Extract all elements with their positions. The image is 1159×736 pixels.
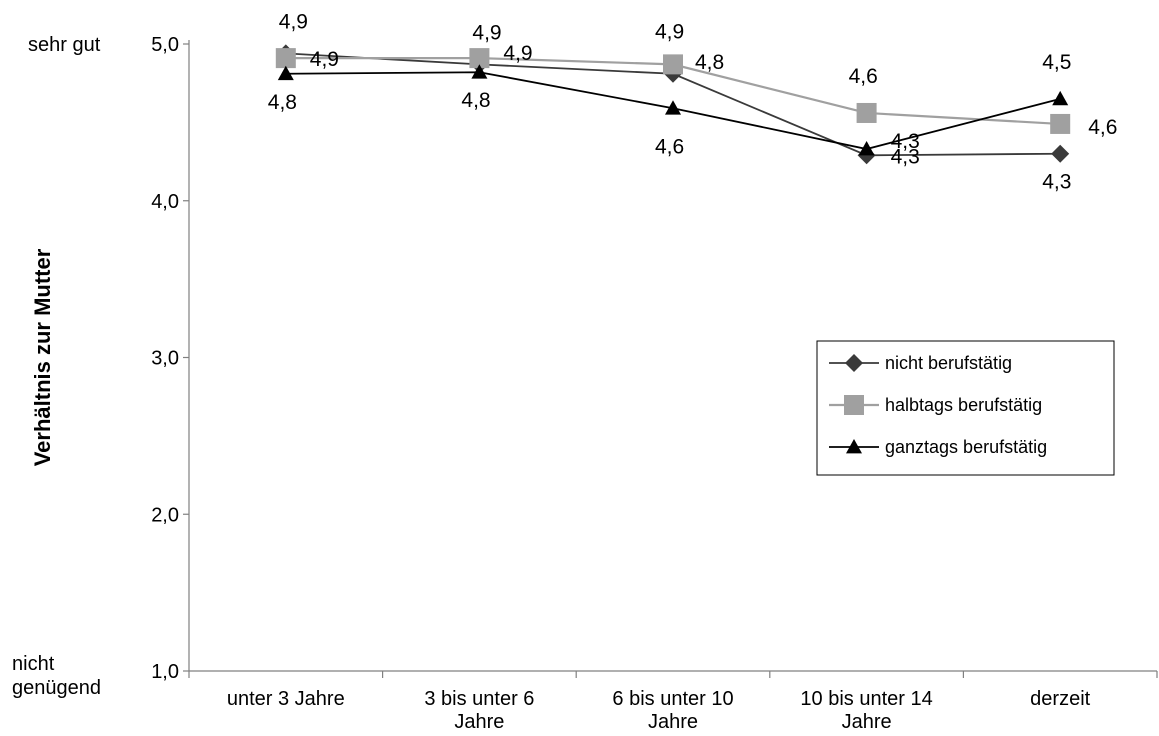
- data-label: 4,9: [310, 48, 339, 71]
- x-tick-label-line: derzeit: [1030, 688, 1090, 710]
- y-top-label: sehr gut: [28, 34, 101, 56]
- data-label: 4,3: [891, 130, 920, 153]
- x-tick-label-line: unter 3 Jahre: [227, 688, 345, 710]
- x-tick-label-line: Jahre: [454, 711, 504, 733]
- legend-marker: [844, 395, 864, 415]
- series-marker: [856, 102, 877, 123]
- x-tick-label: derzeit: [1030, 688, 1090, 710]
- y-tick-label: 1,0: [151, 661, 179, 683]
- legend-label: halbtags berufstätig: [885, 395, 1042, 415]
- series-marker: [665, 100, 681, 115]
- x-tick-label: 3 bis unter 6 Jahre: [424, 688, 534, 733]
- series-marker: [1051, 144, 1070, 163]
- data-label: 4,9: [503, 42, 532, 65]
- series-marker: [277, 65, 294, 81]
- x-tick-label-line: Jahre: [648, 711, 698, 733]
- legend: nicht berufstätig halbtags berufstätig gan…: [816, 340, 1115, 476]
- y-bottom-label-line: genügend: [12, 677, 101, 699]
- data-label: 4,6: [655, 135, 684, 158]
- x-tick-label-line: 3 bis unter 6: [424, 688, 534, 710]
- data-label: 4,8: [461, 89, 490, 112]
- y-bottom-label-line: nicht: [12, 653, 55, 675]
- data-label: 4,6: [849, 65, 878, 88]
- x-tick-label: 6 bis unter 10 Jahre: [612, 688, 733, 733]
- y-tick-label: 4,0: [151, 191, 179, 213]
- y-bottom-label: nicht genügend: [12, 653, 101, 699]
- x-tick-label-line: 6 bis unter 10: [612, 688, 733, 710]
- y-axis-title: Verhältnis zur Mutter: [30, 248, 55, 466]
- data-label: 4,8: [268, 91, 297, 114]
- series-marker: [663, 54, 683, 75]
- series-marker: [1052, 90, 1069, 106]
- series-marker: [1050, 113, 1071, 134]
- legend-label: nicht berufstätig: [885, 353, 1012, 373]
- axes: 1,0 2,0 3,0 4,0 5,0 sehr gut nicht genügend Verh…: [12, 34, 1158, 733]
- y-tick-label: 2,0: [151, 504, 179, 526]
- legend-label: ganztags berufstätig: [885, 437, 1047, 457]
- x-tick-label-line: Jahre: [842, 711, 892, 733]
- data-labels: 4,9 4,94,84,34,34,9 4,94,94,64,64,8 4,84,6 4…: [268, 10, 1118, 193]
- data-label: 4,9: [655, 20, 684, 43]
- y-tick-label: 3,0: [151, 348, 179, 370]
- data-label: 4,9: [279, 10, 308, 33]
- y-tick-label: 5,0: [151, 34, 179, 56]
- legend-marker: [845, 354, 863, 372]
- series-marker: [275, 48, 296, 69]
- data-label: 4,3: [1042, 171, 1071, 194]
- legend-marker: [846, 439, 862, 454]
- data-label: 4,5: [1042, 51, 1071, 74]
- data-label: 4,8: [695, 51, 724, 74]
- series-marker: [858, 141, 875, 156]
- data-label: 4,6: [1088, 116, 1117, 139]
- x-tick-label: unter 3 Jahre: [227, 688, 345, 710]
- series-layer: [275, 44, 1071, 165]
- data-label: 4,9: [472, 21, 501, 44]
- series-marker: [471, 64, 488, 79]
- data-label: 4,3: [891, 145, 920, 168]
- x-tick-label-line: 10 bis unter 14: [800, 688, 932, 710]
- series-marker: [469, 48, 490, 69]
- x-tick-label: 10 bis unter 14 Jahre: [800, 688, 932, 733]
